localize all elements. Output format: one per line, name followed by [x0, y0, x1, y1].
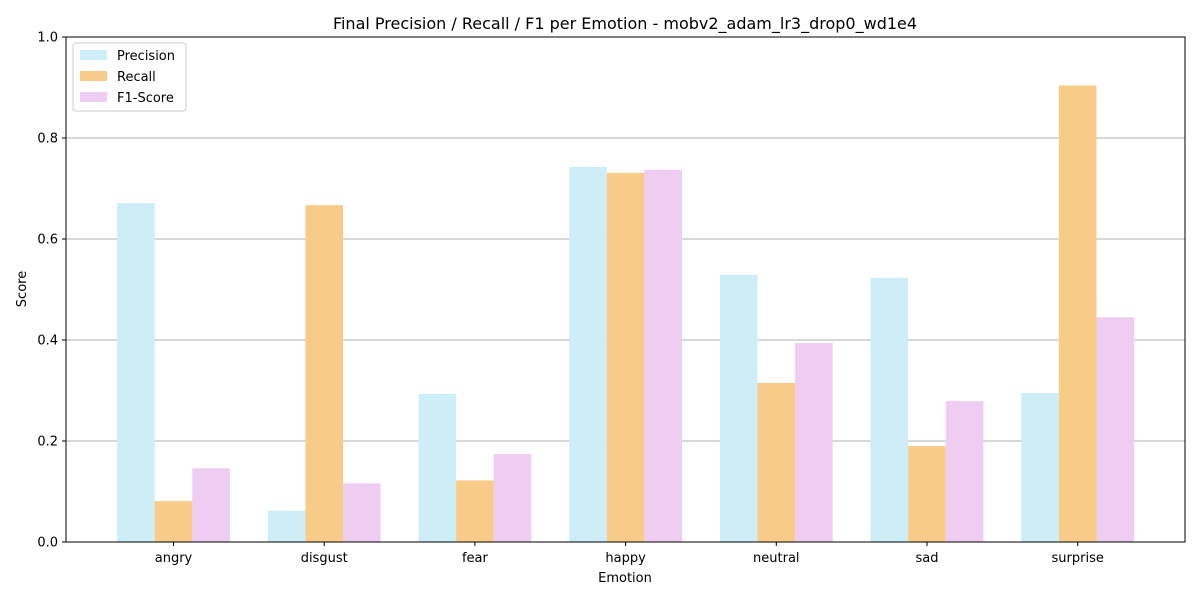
y-tick-label: 1.0: [37, 31, 58, 46]
x-tick-label: sad: [916, 551, 939, 566]
bar-f1-score-happy: [644, 169, 682, 542]
x-tick-label: happy: [605, 551, 646, 566]
bar-recall-surprise: [1058, 85, 1097, 542]
y-tick-label: 0.4: [37, 334, 58, 349]
bar-precision-fear: [418, 394, 457, 542]
legend: Precision Recall F1-Score: [72, 42, 187, 112]
bar-precision-happy: [569, 166, 607, 542]
legend-label: Precision: [117, 49, 175, 64]
bar-recall-happy: [606, 172, 645, 542]
legend-label: F1-Score: [117, 91, 174, 106]
bar-recall-sad: [908, 446, 946, 542]
bar-f1-score-disgust: [343, 483, 381, 542]
legend-swatch: [80, 92, 107, 102]
bar-recall-disgust: [305, 205, 343, 543]
legend-label: Recall: [117, 70, 156, 85]
y-tick-label: 0.6: [37, 233, 58, 248]
legend-swatch: [80, 71, 107, 81]
bar-f1-score-sad: [945, 401, 984, 542]
x-axis-label: Emotion: [598, 571, 652, 586]
chart-title: Final Precision / Recall / F1 per Emotio…: [333, 14, 917, 34]
bar-recall-fear: [456, 480, 494, 542]
x-tick-label: angry: [155, 551, 193, 566]
bar-precision-disgust: [267, 510, 306, 542]
x-tick-label: neutral: [753, 551, 800, 566]
x-axis-ticks: angry disgust fear happy neutral sad surprise: [155, 542, 1104, 566]
bar-precision-sad: [870, 277, 909, 542]
bar-f1-score-angry: [192, 468, 230, 542]
y-tick-label: 0.8: [37, 132, 58, 147]
y-axis-ticks: 0.0 0.2 0.4 0.6 0.8 1.0: [37, 31, 66, 551]
bars: [117, 85, 1135, 543]
bar-recall-neutral: [757, 382, 796, 542]
bar-f1-score-fear: [493, 454, 532, 542]
bar-recall-angry: [154, 501, 193, 542]
y-tick-label: 0.0: [37, 536, 58, 551]
bar-precision-neutral: [719, 274, 758, 542]
bar-precision-surprise: [1021, 393, 1059, 542]
y-axis-label: Score: [15, 271, 30, 307]
x-tick-label: surprise: [1052, 551, 1104, 566]
x-tick-label: disgust: [301, 551, 348, 566]
x-tick-label: fear: [462, 551, 489, 566]
legend-items: Precision Recall F1-Score: [80, 49, 175, 106]
bar-f1-score-surprise: [1096, 317, 1135, 542]
legend-swatch: [80, 50, 107, 60]
bar-precision-angry: [117, 203, 155, 542]
y-tick-label: 0.2: [37, 435, 58, 450]
bar-f1-score-neutral: [795, 343, 833, 542]
